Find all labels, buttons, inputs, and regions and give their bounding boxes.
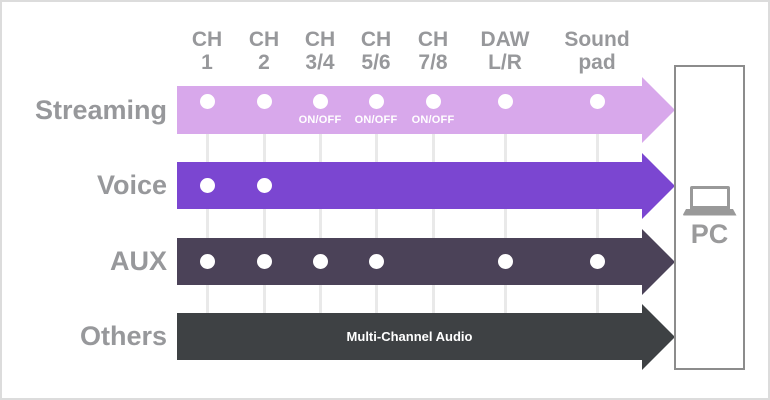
row-others: Others Multi-Channel Audio — [2, 303, 768, 370]
column-header-line1: CH — [248, 28, 280, 51]
dot-streaming-ch2 — [256, 94, 272, 109]
grid-line — [262, 134, 266, 313]
pc-box: PC — [674, 65, 745, 370]
grid-line — [205, 134, 209, 313]
row-label-streaming: Streaming — [34, 95, 167, 125]
dot-voice-ch1 — [199, 178, 215, 193]
dot-streaming-ch78 — [425, 94, 441, 109]
dot-streaming-ch1 — [199, 94, 215, 109]
dot-aux-soundpad — [589, 254, 605, 269]
row-streaming: Streaming ON/OFF ON/OFF ON/OFF — [2, 77, 768, 143]
laptop-screen-shape — [689, 185, 730, 209]
on-off-label-ch34: ON/OFF — [298, 114, 342, 126]
band-aux — [177, 238, 642, 285]
grid-line — [431, 134, 435, 313]
row-label-aux: AUX — [109, 246, 167, 276]
column-header-line1: CH — [191, 28, 223, 51]
band-arrowhead-streaming — [642, 77, 675, 143]
dot-aux-ch2 — [256, 254, 272, 269]
column-header-ch1: CH 1 — [159, 28, 255, 74]
dot-streaming-soundpad — [589, 94, 605, 109]
band-arrowhead-aux — [642, 228, 675, 295]
column-header-ch34: CH 3/4 — [272, 28, 368, 74]
grid-line — [318, 134, 322, 313]
dot-voice-ch2 — [256, 178, 272, 193]
band-others: Multi-Channel Audio — [177, 313, 642, 360]
column-header-ch56: CH 5/6 — [328, 28, 424, 74]
column-header-daw: DAW L/R — [457, 28, 553, 74]
column-header-line2: L/R — [488, 51, 522, 74]
dot-aux-ch1 — [199, 254, 215, 269]
band-voice — [177, 162, 642, 209]
column-header-ch78: CH 7/8 — [385, 28, 481, 74]
band-arrowhead-others — [642, 303, 675, 370]
column-header-line1: CH — [304, 28, 336, 51]
column-header-soundpad: Sound pad — [549, 28, 645, 74]
grid-line — [503, 134, 507, 313]
laptop-base-shape — [682, 208, 737, 216]
row-label-voice: Voice — [96, 170, 167, 200]
row-aux: AUX — [2, 228, 768, 295]
pc-label: PC — [690, 218, 729, 249]
dot-streaming-ch34 — [312, 94, 328, 109]
row-voice: Voice — [2, 152, 768, 219]
column-header-line2: 2 — [258, 51, 270, 74]
row-label-others: Others — [79, 321, 167, 351]
column-header-line1: Sound — [564, 28, 630, 51]
column-header-line2: 5/6 — [361, 51, 391, 74]
dot-aux-daw — [497, 254, 513, 269]
on-off-label-ch78: ON/OFF — [411, 114, 455, 126]
column-header-line2: 3/4 — [305, 51, 335, 74]
column-header-line1: DAW — [480, 28, 530, 51]
column-header-line2: 1 — [201, 51, 213, 74]
column-header-line2: pad — [578, 51, 616, 74]
column-header-line2: 7/8 — [418, 51, 448, 74]
laptop-icon — [682, 185, 737, 216]
column-header-line1: CH — [417, 28, 449, 51]
column-header-ch2: CH 2 — [216, 28, 312, 74]
band-streaming: ON/OFF ON/OFF ON/OFF — [177, 86, 642, 134]
band-center-label-others: Multi-Channel Audio — [346, 329, 473, 344]
column-header-line1: CH — [360, 28, 392, 51]
on-off-label-ch56: ON/OFF — [354, 114, 398, 126]
dot-aux-ch34 — [312, 254, 328, 269]
grid-line — [595, 134, 599, 313]
band-arrowhead-voice — [642, 152, 675, 219]
dot-streaming-daw — [497, 94, 513, 109]
grid-line — [374, 134, 378, 313]
dot-aux-ch56 — [368, 254, 384, 269]
dot-streaming-ch56 — [368, 94, 384, 109]
